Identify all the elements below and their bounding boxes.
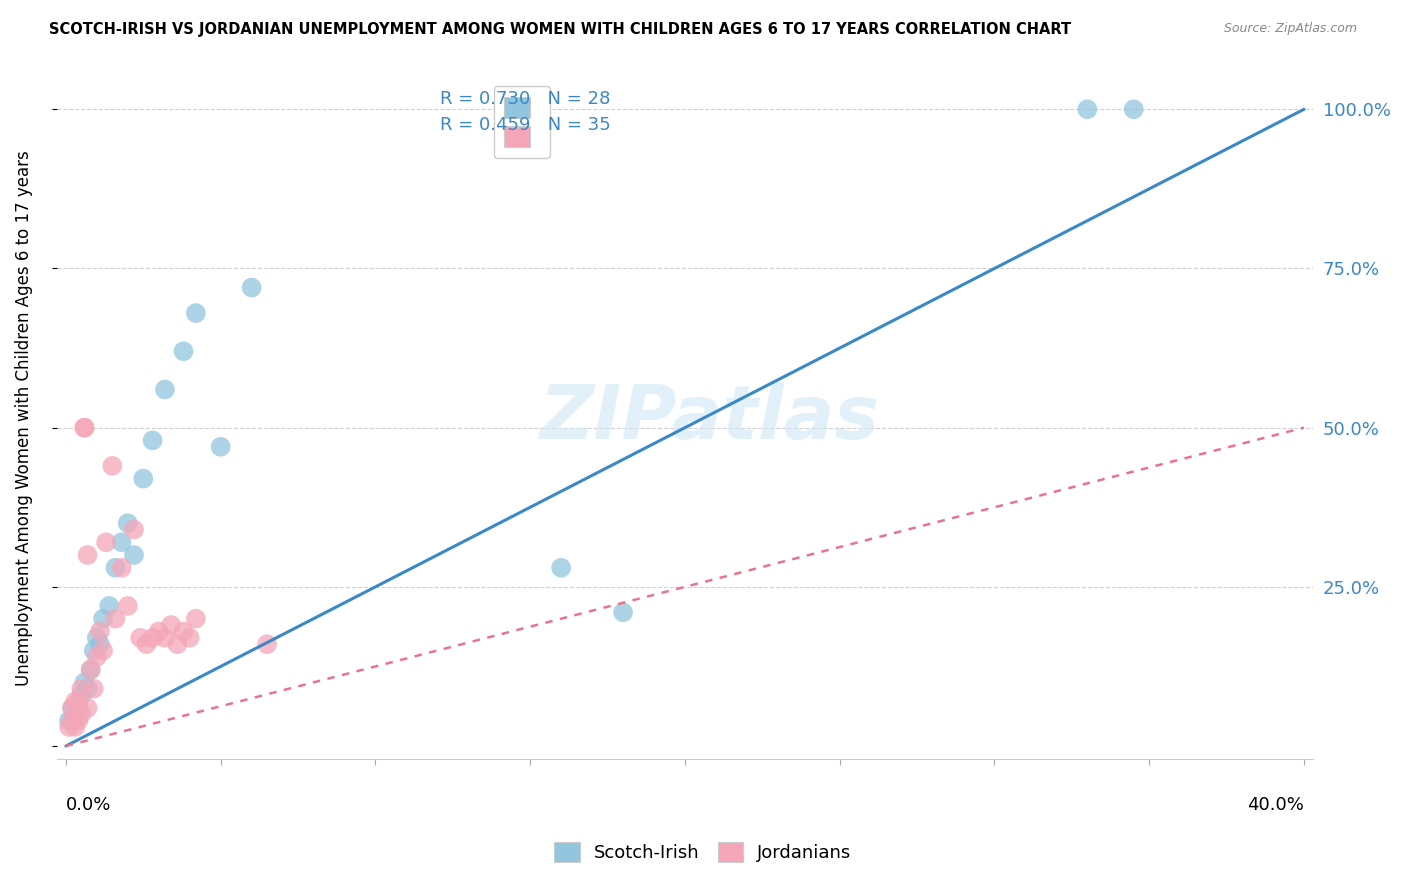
Scotch-Irish bbox=[76, 681, 98, 696]
Jordanians bbox=[148, 624, 170, 639]
Jordanians bbox=[58, 720, 80, 734]
Scotch-Irish bbox=[240, 280, 263, 294]
Scotch-Irish bbox=[98, 599, 121, 613]
Text: R = 0.730   N = 28: R = 0.730 N = 28 bbox=[440, 90, 610, 108]
Legend: Scotch-Irish, Jordanians: Scotch-Irish, Jordanians bbox=[547, 834, 859, 870]
Jordanians bbox=[142, 631, 165, 645]
Jordanians bbox=[73, 420, 96, 434]
Scotch-Irish bbox=[86, 631, 108, 645]
Jordanians bbox=[110, 560, 132, 574]
Jordanians bbox=[70, 681, 93, 696]
Scotch-Irish bbox=[104, 560, 127, 574]
Jordanians bbox=[122, 523, 145, 537]
Scotch-Irish bbox=[1076, 103, 1098, 117]
Jordanians bbox=[173, 624, 195, 639]
Scotch-Irish bbox=[73, 675, 96, 690]
Legend: , : , bbox=[494, 87, 550, 158]
Text: 0.0%: 0.0% bbox=[66, 797, 111, 814]
Scotch-Irish bbox=[58, 714, 80, 728]
Jordanians bbox=[73, 420, 96, 434]
Jordanians bbox=[117, 599, 139, 613]
Jordanians bbox=[63, 694, 86, 708]
Scotch-Irish bbox=[550, 560, 572, 574]
Jordanians bbox=[70, 707, 93, 722]
Scotch-Irish bbox=[122, 548, 145, 562]
Jordanians bbox=[129, 631, 152, 645]
Y-axis label: Unemployment Among Women with Children Ages 6 to 17 years: Unemployment Among Women with Children A… bbox=[15, 150, 32, 686]
Jordanians bbox=[60, 714, 83, 728]
Scotch-Irish bbox=[142, 434, 165, 448]
Text: 40.0%: 40.0% bbox=[1247, 797, 1303, 814]
Jordanians bbox=[256, 637, 278, 651]
Jordanians bbox=[86, 649, 108, 664]
Scotch-Irish bbox=[79, 663, 101, 677]
Scotch-Irish bbox=[83, 643, 105, 657]
Scotch-Irish bbox=[153, 383, 176, 397]
Scotch-Irish bbox=[612, 605, 634, 619]
Jordanians bbox=[67, 714, 90, 728]
Jordanians bbox=[79, 663, 101, 677]
Scotch-Irish bbox=[117, 516, 139, 531]
Jordanians bbox=[91, 643, 114, 657]
Jordanians bbox=[76, 548, 98, 562]
Jordanians bbox=[179, 631, 201, 645]
Jordanians bbox=[76, 701, 98, 715]
Jordanians bbox=[166, 637, 188, 651]
Scotch-Irish bbox=[60, 701, 83, 715]
Jordanians bbox=[83, 681, 105, 696]
Scotch-Irish bbox=[70, 688, 93, 702]
Jordanians bbox=[63, 720, 86, 734]
Jordanians bbox=[94, 535, 117, 549]
Text: ZIPatlas: ZIPatlas bbox=[540, 382, 880, 455]
Jordanians bbox=[184, 612, 207, 626]
Jordanians bbox=[135, 637, 157, 651]
Scotch-Irish bbox=[110, 535, 132, 549]
Text: Source: ZipAtlas.com: Source: ZipAtlas.com bbox=[1223, 22, 1357, 36]
Jordanians bbox=[101, 458, 124, 473]
Jordanians bbox=[104, 612, 127, 626]
Jordanians bbox=[160, 618, 183, 632]
Scotch-Irish bbox=[67, 701, 90, 715]
Jordanians bbox=[60, 701, 83, 715]
Scotch-Irish bbox=[63, 707, 86, 722]
Scotch-Irish bbox=[89, 637, 111, 651]
Jordanians bbox=[153, 631, 176, 645]
Text: R = 0.459   N = 35: R = 0.459 N = 35 bbox=[440, 116, 610, 134]
Scotch-Irish bbox=[1122, 103, 1144, 117]
Scotch-Irish bbox=[91, 612, 114, 626]
Scotch-Irish bbox=[184, 306, 207, 320]
Jordanians bbox=[67, 694, 90, 708]
Scotch-Irish bbox=[132, 472, 155, 486]
Scotch-Irish bbox=[173, 344, 195, 359]
Scotch-Irish bbox=[209, 440, 232, 454]
Text: SCOTCH-IRISH VS JORDANIAN UNEMPLOYMENT AMONG WOMEN WITH CHILDREN AGES 6 TO 17 YE: SCOTCH-IRISH VS JORDANIAN UNEMPLOYMENT A… bbox=[49, 22, 1071, 37]
Jordanians bbox=[89, 624, 111, 639]
